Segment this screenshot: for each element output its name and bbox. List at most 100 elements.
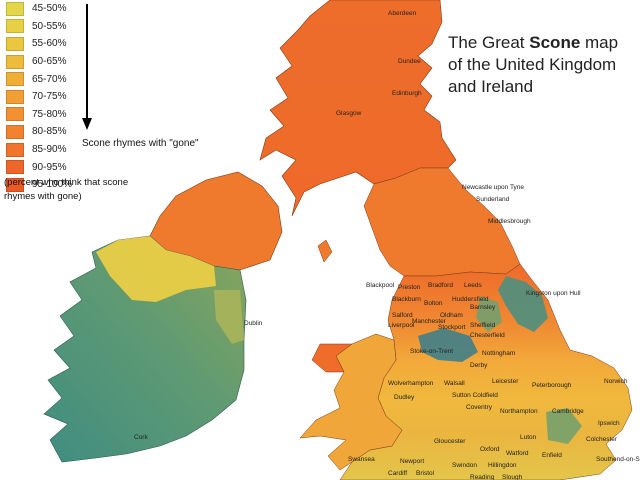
city-label: Middlesbrough [488, 218, 531, 225]
legend-label: 90-95% [32, 161, 67, 173]
city-label: Wolverhampton [388, 380, 434, 387]
city-label: Blackpool [366, 282, 395, 289]
city-label: Salford [392, 312, 413, 319]
city-label: Aberdeen [388, 10, 417, 17]
legend: 45-50% 50-55% 55-60% 60-65% 65-70% 70-75% 75-8… [6, 0, 72, 194]
city-label: Norwich [604, 378, 628, 385]
patch-derbyshire [418, 328, 478, 362]
city-label: Preston [398, 284, 421, 291]
city-label: Blackburn [392, 296, 421, 303]
region-isle-of-man [317, 239, 333, 263]
legend-swatch [6, 54, 24, 69]
city-label: Coventry [466, 404, 493, 411]
city-label: Edinburgh [392, 90, 422, 97]
legend-swatch [6, 1, 24, 16]
city-label: Peterborough [532, 382, 572, 389]
city-label: Newcastle upon Tyne [462, 184, 525, 191]
legend-label: 75-80% [32, 108, 67, 120]
city-label: Oxford [480, 446, 500, 453]
region-wales-north [311, 343, 353, 373]
legend-swatch [6, 142, 24, 157]
legend-item: 95-100% [6, 176, 72, 194]
title-prefix: The Great [448, 33, 530, 52]
legend-swatch [6, 107, 24, 122]
legend-swatch [6, 72, 24, 87]
legend-item: 90-95% [6, 158, 72, 176]
region-ireland [43, 235, 247, 463]
city-label: Dudley [394, 394, 415, 401]
region-wales [299, 333, 403, 471]
title-rest: map of the United Kingdom and Ireland [448, 33, 619, 96]
city-label: Cork [134, 434, 148, 441]
city-label: Newport [400, 458, 425, 465]
city-label: Barnsley [470, 304, 496, 311]
city-label: Hillingdon [488, 462, 517, 469]
city-label: Sunderland [476, 196, 510, 203]
legend-item: 75-80% [6, 106, 72, 124]
city-label: Dublin [244, 320, 263, 327]
city-label: Reading [470, 474, 495, 480]
legend-swatch [6, 160, 24, 175]
legend-sub-note: (percent who think that scone rhymes wit… [4, 177, 129, 202]
patch-east [546, 408, 582, 444]
legend-arrow-head [82, 118, 92, 130]
city-label: Southend-on-Sea [596, 456, 640, 463]
city-label: Gloucester [434, 438, 466, 445]
region-scotland [259, 0, 457, 217]
legend-item: 50-55% [6, 18, 72, 36]
legend-label: 85-90% [32, 144, 67, 156]
legend-label: 80-85% [32, 126, 67, 138]
legend-label: 50-55% [32, 20, 67, 32]
city-label: Ipswich [598, 420, 620, 427]
city-label: Chesterfield [470, 332, 505, 339]
legend-item: 45-50% [6, 0, 72, 18]
city-label: Swindon [452, 462, 477, 469]
city-label: Manchester [412, 318, 446, 325]
legend-label: 95-100% [32, 179, 73, 191]
patch-lincs [476, 296, 502, 332]
legend-arrow-note: Scone rhymes with "gone" [82, 138, 199, 149]
city-label: Glasgow [336, 110, 362, 117]
legend-label: 55-60% [32, 38, 67, 50]
city-label: Luton [520, 434, 537, 441]
title-highlight: Scone [529, 33, 581, 52]
legend-label: 60-65% [32, 56, 67, 68]
city-label: Cambridge [552, 408, 584, 415]
legend-item: 55-60% [6, 35, 72, 53]
city-label: Liverpool [388, 322, 415, 329]
legend-label: 70-75% [32, 91, 67, 103]
city-label: Cardiff [388, 470, 408, 477]
legend-swatch [6, 36, 24, 51]
legend-item: 65-70% [6, 70, 72, 88]
patch-ireland-dublin [214, 290, 244, 344]
city-label: Enfield [542, 452, 562, 459]
city-label: Huddersfield [452, 296, 489, 303]
city-label: Bradford [428, 282, 453, 289]
city-label: Nottingham [482, 350, 516, 357]
city-label: Kingston upon Hull [526, 290, 581, 297]
city-label: Colchester [586, 436, 618, 443]
city-label: Stoke-on-Trent [410, 348, 454, 355]
legend-item: 60-65% [6, 53, 72, 71]
city-label: Dundee [398, 58, 421, 65]
city-label: Walsall [444, 380, 465, 387]
city-label: Bolton [424, 300, 443, 307]
city-label: Northampton [500, 408, 538, 415]
city-label: Watford [506, 450, 529, 457]
legend-label: 65-70% [32, 73, 67, 85]
legend-swatch [6, 124, 24, 139]
city-label: Leeds [464, 282, 482, 289]
legend-item: 80-85% [6, 123, 72, 141]
city-label: Sutton Coldfield [452, 392, 498, 399]
city-label: Oldham [440, 312, 463, 319]
legend-swatch [6, 89, 24, 104]
patch-ireland-north [96, 236, 216, 302]
city-label: Stockport [438, 324, 466, 331]
city-label: Bristol [416, 470, 435, 477]
legend-item: 85-90% [6, 141, 72, 159]
city-label: Derby [470, 362, 488, 369]
city-label: Swansea [348, 456, 375, 463]
city-label: Leicester [492, 378, 519, 385]
